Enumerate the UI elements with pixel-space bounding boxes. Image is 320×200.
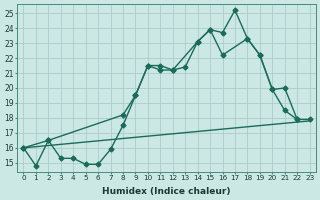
X-axis label: Humidex (Indice chaleur): Humidex (Indice chaleur) (102, 187, 231, 196)
